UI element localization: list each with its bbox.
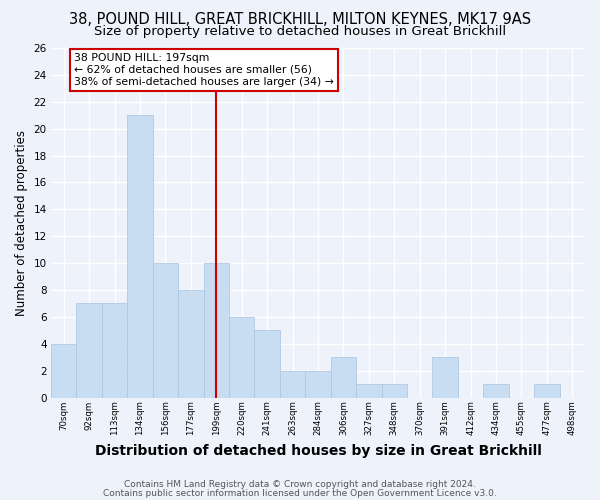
Text: Contains public sector information licensed under the Open Government Licence v3: Contains public sector information licen… — [103, 488, 497, 498]
Bar — [331, 357, 356, 398]
Bar — [356, 384, 382, 398]
Bar — [254, 330, 280, 398]
Bar — [51, 344, 76, 398]
Bar — [534, 384, 560, 398]
Bar — [127, 115, 152, 398]
Bar — [203, 263, 229, 398]
Bar — [483, 384, 509, 398]
Bar — [229, 317, 254, 398]
Text: Size of property relative to detached houses in Great Brickhill: Size of property relative to detached ho… — [94, 25, 506, 38]
X-axis label: Distribution of detached houses by size in Great Brickhill: Distribution of detached houses by size … — [95, 444, 541, 458]
Bar — [178, 290, 203, 398]
Bar — [305, 370, 331, 398]
Bar — [280, 370, 305, 398]
Bar — [152, 263, 178, 398]
Bar — [382, 384, 407, 398]
Text: Contains HM Land Registry data © Crown copyright and database right 2024.: Contains HM Land Registry data © Crown c… — [124, 480, 476, 489]
Bar — [102, 304, 127, 398]
Bar — [433, 357, 458, 398]
Bar — [76, 304, 102, 398]
Y-axis label: Number of detached properties: Number of detached properties — [15, 130, 28, 316]
Text: 38, POUND HILL, GREAT BRICKHILL, MILTON KEYNES, MK17 9AS: 38, POUND HILL, GREAT BRICKHILL, MILTON … — [69, 12, 531, 28]
Text: 38 POUND HILL: 197sqm
← 62% of detached houses are smaller (56)
38% of semi-deta: 38 POUND HILL: 197sqm ← 62% of detached … — [74, 54, 334, 86]
